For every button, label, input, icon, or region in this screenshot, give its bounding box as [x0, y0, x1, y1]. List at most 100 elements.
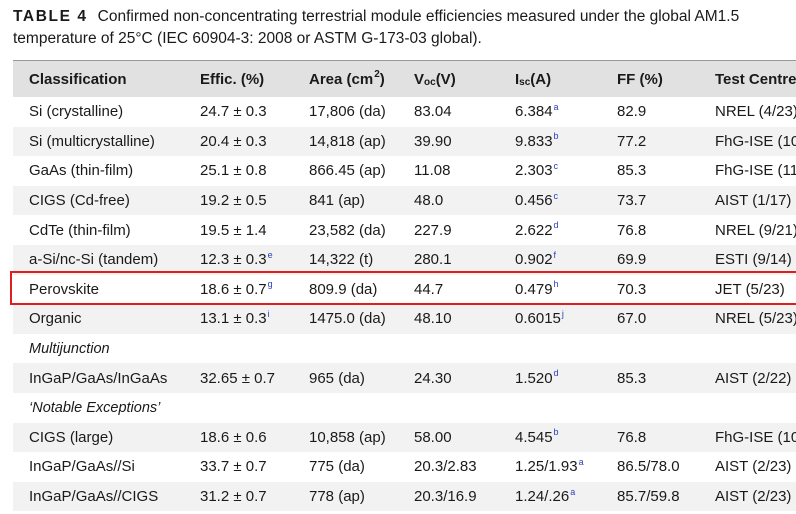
cell-area-value: 778 (ap) [309, 488, 365, 506]
header-test-centre: Test Centre [715, 70, 796, 88]
cell-classification-value: CdTe (thin-film) [29, 221, 131, 239]
cell-voc: 227.9 [414, 215, 452, 245]
cell-voc: 48.0 [414, 186, 443, 216]
table-row: CdTe (thin-film) 19.5 ± 1.4 23,582 (da) 227… [13, 215, 796, 245]
cell-area-value: 1475.0 (da) [309, 310, 386, 328]
cell-ff-value: 67.0 [617, 310, 647, 328]
table-label: TABLE 4 [13, 8, 88, 25]
cell-ff: 69.9 [617, 245, 646, 275]
caption-text-1: Confirmed non-concentrating terrestrial … [97, 8, 740, 25]
cell-isc-value: 1.520 [515, 369, 553, 387]
cell-isc-value: 4.545 [515, 428, 553, 446]
cell-voc-value: 44.7 [414, 280, 444, 298]
footnote-marker: e [267, 249, 273, 260]
footnote-marker: h [553, 279, 559, 290]
cell-area-value: 841 (ap) [309, 192, 365, 210]
table-row: Si (multicrystalline) 20.4 ± 0.3 14,818 (a… [13, 126, 796, 157]
cell-voc: 39.90 [414, 127, 452, 157]
cell-area: 1475.0 (da) [309, 304, 386, 334]
cell-voc-value: 48.0 [414, 192, 444, 210]
cell-isc: 0.456 c [515, 186, 558, 216]
table-row: CIGS (large) 18.6 ± 0.6 10,858 (ap) 58.00 4.… [13, 422, 796, 453]
cell-isc: 2.303 c [515, 156, 558, 186]
cell-isc-value: 2.622 [515, 221, 553, 239]
cell-effic-value: 20.4 ± 0.3 [200, 132, 267, 150]
cell-ff: 76.8 [617, 423, 646, 453]
cell-voc-value: 83.04 [414, 103, 452, 121]
footnote-marker: c [553, 160, 559, 171]
cell-centre-value: FhG-ISE (11 [715, 162, 796, 180]
footnote-marker: c [553, 190, 559, 201]
cell-voc: 83.04 [414, 97, 452, 127]
cell-centre-value: NREL (9/21) [715, 221, 796, 239]
cell-ff: 85.7/59.8 [617, 482, 680, 512]
cell-centre: NREL (5/23) [715, 304, 796, 334]
cell-area-value: 23,582 (da) [309, 221, 386, 239]
cell-classification-value: InGaP/GaAs//Si [29, 458, 135, 476]
cell-centre-value: FhG-ISE (10 [715, 132, 796, 150]
cell-ff: 82.9 [617, 97, 646, 127]
cell-ff-value: 85.3 [617, 162, 647, 180]
section-row: ‘Notable Exceptions’ [13, 393, 796, 423]
cell-area-value: 10,858 (ap) [309, 428, 386, 446]
cell-centre-value: AIST (1/17) [715, 192, 792, 210]
cell-isc: 0.902 f [515, 245, 556, 275]
cell-classification-value: Si (multicrystalline) [29, 132, 155, 150]
table-row: InGaP/GaAs//Si 33.7 ± 0.7 775 (da) 20.3/2.8… [13, 452, 796, 482]
cell-area: 14,818 (ap) [309, 127, 386, 157]
cell-classification-value: Perovskite [29, 280, 100, 298]
cell-centre-value: NREL (5/23) [715, 310, 796, 328]
cell-ff-value: 69.9 [617, 251, 647, 269]
cell-voc: 11.08 [414, 156, 450, 186]
cell-isc-value: 0.902 [515, 251, 553, 269]
cell-effic: 13.1 ± 0.3 i [200, 304, 270, 334]
footnote-marker: a [578, 456, 584, 467]
footnote-marker: f [553, 249, 557, 260]
cell-ff: 67.0 [617, 304, 646, 334]
cell-centre-value: AIST (2/23) [715, 458, 792, 476]
cell-ff-value: 86.5/78.0 [617, 458, 680, 476]
cell-area-value: 14,818 (ap) [309, 132, 386, 150]
cell-area: 10,858 (ap) [309, 423, 386, 453]
cell-area: 14,322 (t) [309, 245, 373, 275]
section-label: Multijunction [29, 340, 110, 357]
cell-effic: 19.5 ± 1.4 [200, 215, 267, 245]
cell-effic-value: 32.65 ± 0.7 [200, 369, 275, 387]
caption-line-1: TABLE 4 Confirmed non-concentrating terre… [13, 6, 796, 28]
cell-area-value: 809.9 (da) [309, 280, 378, 298]
cell-effic: 24.7 ± 0.3 [200, 97, 267, 127]
cell-classification-value: CIGS (large) [29, 428, 114, 446]
footnote-marker: a [553, 101, 559, 112]
cell-voc-value: 24.30 [414, 369, 452, 387]
footnote-marker: a [570, 486, 576, 497]
cell-classification: CIGS (Cd-free) [29, 186, 130, 216]
cell-classification-value: InGaP/GaAs//CIGS [29, 488, 159, 506]
cell-effic: 32.65 ± 0.7 [200, 363, 275, 393]
table-row: InGaP/GaAs/InGaAs 32.65 ± 0.7 965 (da) 24.3… [13, 363, 796, 393]
header-isc-symbol: I [515, 70, 520, 88]
cell-classification: a-Si/nc-Si (tandem) [29, 245, 158, 275]
table-row: a-Si/nc-Si (tandem) 12.3 ± 0.3 e 14,322 (t)… [13, 244, 796, 275]
cell-isc: 1.25/1.93 a [515, 452, 584, 482]
cell-ff-value: 77.2 [617, 132, 647, 150]
cell-isc: 0.6015 j [515, 304, 564, 334]
cell-classification-value: InGaP/GaAs/InGaAs [29, 369, 168, 387]
cell-isc-value: 0.456 [515, 192, 553, 210]
footnote-marker: b [553, 427, 559, 438]
cell-area: 778 (ap) [309, 482, 365, 512]
cell-isc-value: 0.479 [515, 280, 553, 298]
cell-isc: 9.833 b [515, 127, 559, 157]
cell-isc-value: 6.384 [515, 103, 553, 121]
cell-effic-value: 25.1 ± 0.8 [200, 162, 267, 180]
header-ff: FF (%) [617, 70, 663, 88]
cell-ff-value: 85.7/59.8 [617, 488, 680, 506]
cell-centre-value: ESTI (9/14) [715, 251, 792, 269]
cell-area-value: 14,322 (t) [309, 251, 374, 269]
cell-isc-value: 1.25/1.93 [515, 458, 578, 476]
cell-centre: FhG-ISE (11 [715, 156, 796, 186]
cell-classification-value: Si (crystalline) [29, 103, 124, 121]
cell-centre: AIST (1/17) [715, 186, 791, 216]
cell-area: 866.45 (ap) [309, 156, 386, 186]
